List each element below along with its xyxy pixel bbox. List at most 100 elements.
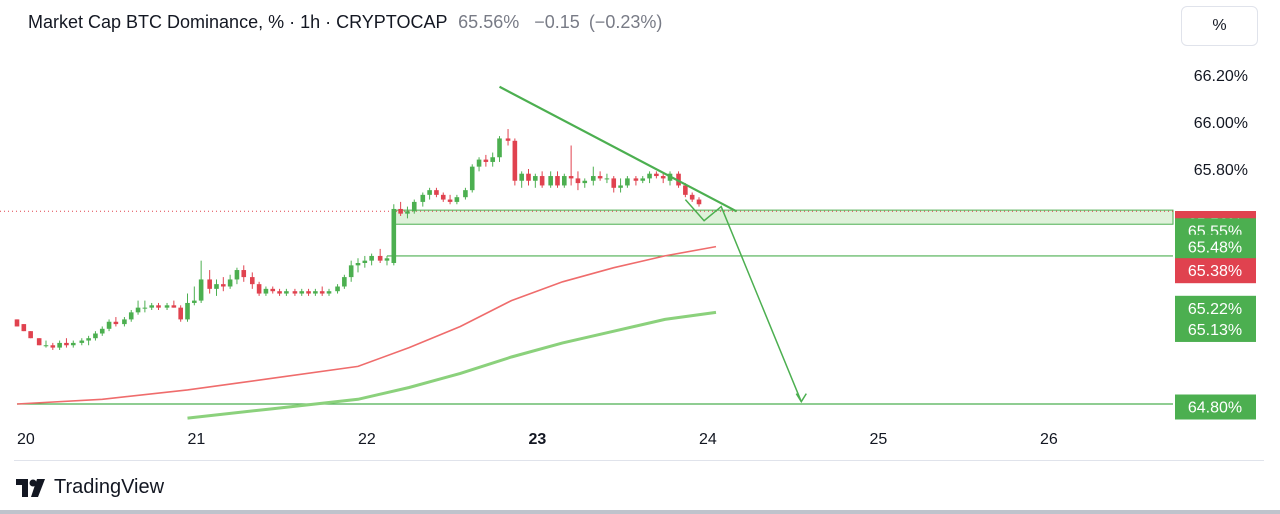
candle-body: [647, 173, 652, 179]
candle-body: [490, 157, 495, 162]
footer-divider: [14, 460, 1264, 461]
price-label-box: [1175, 394, 1256, 420]
candle: [198, 260, 204, 303]
candle-body: [369, 255, 374, 261]
candle: [113, 317, 119, 327]
candle-body: [555, 176, 560, 186]
candle-body: [391, 208, 397, 263]
footer-bar: [0, 510, 1280, 514]
candle: [689, 192, 695, 202]
candle: [36, 338, 42, 346]
candle: [420, 192, 426, 207]
candle-body: [696, 199, 702, 205]
projection-arrow-head: [795, 393, 807, 404]
candle: [676, 171, 681, 188]
candle-body: [676, 173, 681, 186]
brand-name: TradingView: [54, 476, 165, 498]
price-label: 65.38%: [1175, 258, 1256, 284]
price-chart[interactable]: 66.20%66.00%65.80%2021222324252665.56%49…: [0, 0, 1280, 470]
candle-body: [299, 291, 305, 294]
price-label-text: 65.38%: [1188, 263, 1242, 280]
candle-body: [214, 284, 219, 289]
candle-body: [313, 291, 318, 294]
unit-toggle-button[interactable]: %: [1181, 6, 1258, 46]
price-change-percent: (−0.23%): [588, 12, 663, 32]
y-axis-label: 66.20%: [1194, 68, 1248, 85]
candle: [313, 288, 318, 296]
candle: [526, 169, 531, 186]
candle: [171, 300, 177, 308]
candle: [221, 277, 226, 292]
candle: [575, 171, 581, 191]
candle-body: [164, 305, 170, 308]
candle-body: [618, 185, 623, 188]
candle: [128, 310, 134, 322]
candle: [335, 284, 340, 294]
candle: [28, 331, 33, 339]
candle: [227, 274, 233, 289]
candle-body: [505, 138, 511, 141]
candle: [64, 338, 69, 348]
x-axis-label: 26: [1040, 431, 1058, 448]
y-axis-label: 65.80%: [1194, 162, 1248, 179]
tradingview-brand[interactable]: TradingView: [16, 476, 164, 499]
price-label-text: 65.48%: [1188, 240, 1242, 257]
candle: [355, 258, 361, 273]
candle-body: [640, 178, 646, 181]
candle: [70, 340, 76, 348]
candle-body: [355, 263, 361, 266]
candle: [185, 293, 190, 322]
candle-body: [398, 208, 403, 214]
candle-body: [683, 185, 688, 195]
candle: [377, 248, 383, 263]
candle-body: [185, 302, 190, 320]
candle: [640, 176, 646, 184]
x-axis-label: 24: [699, 431, 717, 448]
candle: [555, 171, 560, 188]
candle: [142, 300, 148, 313]
candle: [362, 255, 368, 268]
candle: [249, 272, 255, 289]
candle-body: [221, 284, 226, 287]
candle: [14, 319, 20, 327]
candle: [696, 197, 702, 207]
candle: [214, 279, 219, 296]
x-axis-label: 20: [17, 431, 35, 448]
candle-body: [57, 342, 62, 348]
candle: [277, 288, 282, 296]
candle-body: [106, 321, 112, 329]
candle-body: [597, 176, 603, 179]
candle: [164, 302, 170, 310]
candle-body: [135, 307, 141, 313]
candle-body: [326, 291, 332, 294]
candle: [149, 302, 154, 310]
candle: [469, 164, 475, 193]
candle-body: [405, 211, 410, 214]
candle-body: [526, 173, 531, 181]
candle: [625, 176, 630, 188]
candle-body: [533, 176, 538, 181]
candle: [398, 201, 403, 216]
candle-body: [562, 176, 567, 186]
candle-body: [207, 279, 212, 289]
candle-body: [463, 190, 468, 198]
support-zone: [393, 209, 1174, 225]
candle: [597, 171, 603, 181]
candle: [122, 317, 127, 327]
price-label: 65.22%: [1175, 295, 1256, 321]
candle-body: [342, 277, 347, 287]
candle: [50, 342, 56, 350]
candle-body: [384, 258, 390, 261]
candle: [43, 340, 49, 348]
candle-body: [434, 190, 439, 195]
candle: [79, 338, 85, 346]
candle: [562, 173, 567, 188]
candle-body: [142, 307, 148, 309]
candle: [391, 204, 397, 266]
candle: [192, 286, 197, 306]
candle-body: [362, 260, 368, 263]
candle-body: [263, 288, 269, 294]
candle-body: [64, 342, 69, 346]
candle-body: [234, 270, 240, 280]
price-label-box: [1175, 316, 1256, 342]
